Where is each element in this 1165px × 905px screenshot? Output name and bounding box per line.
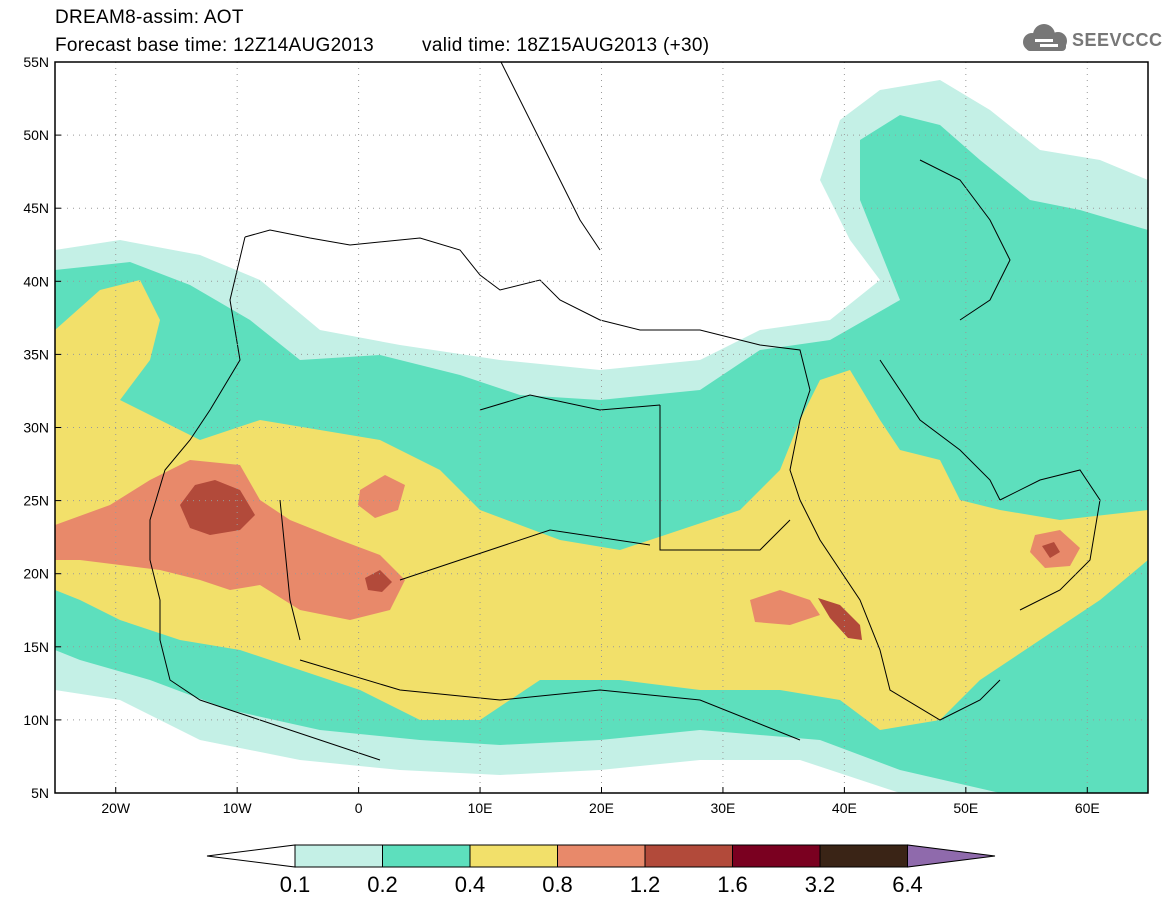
colorbar-label: 6.4 bbox=[892, 872, 923, 897]
lon-tick-label: 20E bbox=[589, 800, 614, 816]
lon-tick-label: 10E bbox=[468, 800, 493, 816]
lat-tick-label: 40N bbox=[23, 273, 49, 289]
colorbar-label: 1.2 bbox=[630, 872, 661, 897]
lon-tick-label: 20W bbox=[101, 800, 131, 816]
aot-contour-1.2 bbox=[1042, 542, 1060, 558]
aot-contour-0.8 bbox=[55, 460, 405, 620]
aot-contour-1.2 bbox=[365, 570, 392, 592]
coastlines bbox=[149, 62, 1101, 761]
cloud-icon bbox=[1023, 24, 1067, 51]
lon-tick-label: 60E bbox=[1075, 800, 1100, 816]
colorbar: 0.1 0.2 0.4 0.8 1.2 1.6 3.2 6.4 bbox=[206, 844, 996, 897]
forecast-times: Forecast base time: 12Z14AUG2013 valid ti… bbox=[55, 36, 709, 56]
lat-tick-label: 50N bbox=[23, 127, 49, 143]
lon-tick-label: 40E bbox=[832, 800, 857, 816]
lon-tick-label: 0 bbox=[355, 800, 363, 816]
map-title: DREAM8-assim: AOT bbox=[55, 7, 244, 28]
colorbar-swatch bbox=[382, 844, 471, 868]
lon-tick-label: 30E bbox=[710, 800, 735, 816]
lat-tick-label: 55N bbox=[23, 54, 49, 70]
lon-tick-label: 10W bbox=[223, 800, 253, 816]
lon-tick-labels: 20W 10W 0 10E 20E 30E 40E 50E 60E bbox=[101, 787, 1100, 816]
colorbar-swatch bbox=[557, 844, 646, 868]
aot-contour-0.8 bbox=[358, 475, 405, 518]
aot-contour-1.2 bbox=[818, 598, 862, 640]
lat-tick-label: 35N bbox=[23, 346, 49, 362]
colorbar-high-arrow bbox=[907, 844, 996, 868]
lat-tick-label: 10N bbox=[23, 712, 49, 728]
colorbar-swatch bbox=[819, 844, 908, 868]
colorbar-swatch bbox=[644, 844, 733, 868]
lat-tick-label: 15N bbox=[23, 639, 49, 655]
colorbar-swatch bbox=[732, 844, 821, 868]
colorbar-label: 0.8 bbox=[542, 872, 573, 897]
graticule bbox=[55, 62, 1148, 793]
colorbar-swatch bbox=[294, 844, 383, 868]
colorbar-label: 0.2 bbox=[367, 872, 398, 897]
colorbar-low-arrow bbox=[206, 844, 296, 868]
colorbar-label: 1.6 bbox=[717, 872, 748, 897]
aot-field bbox=[55, 62, 1148, 793]
lat-tick-label: 45N bbox=[23, 200, 49, 216]
lat-tick-labels: 5N 10N 15N 20N 25N 30N 35N 40N 45N 50N 55N bbox=[23, 54, 61, 801]
aot-contour-0.4 bbox=[55, 280, 1148, 730]
lon-tick-label: 50E bbox=[953, 800, 978, 816]
colorbar-label: 3.2 bbox=[805, 872, 836, 897]
colorbar-label: 0.4 bbox=[455, 872, 486, 897]
aot-contour-1.2 bbox=[180, 480, 255, 535]
lat-tick-label: 5N bbox=[31, 785, 49, 801]
colorbar-swatch bbox=[469, 844, 558, 868]
colorbar-label: 0.1 bbox=[280, 872, 311, 897]
logo-text: SEEVCCC bbox=[1072, 30, 1163, 50]
aot-contour-0.8 bbox=[750, 590, 820, 625]
valid-time: valid time: 18Z15AUG2013 (+30) bbox=[422, 35, 710, 56]
base-time: Forecast base time: 12Z14AUG2013 bbox=[55, 35, 375, 56]
lat-tick-label: 25N bbox=[23, 493, 49, 509]
lat-tick-label: 30N bbox=[23, 420, 49, 436]
lat-tick-label: 20N bbox=[23, 566, 49, 582]
